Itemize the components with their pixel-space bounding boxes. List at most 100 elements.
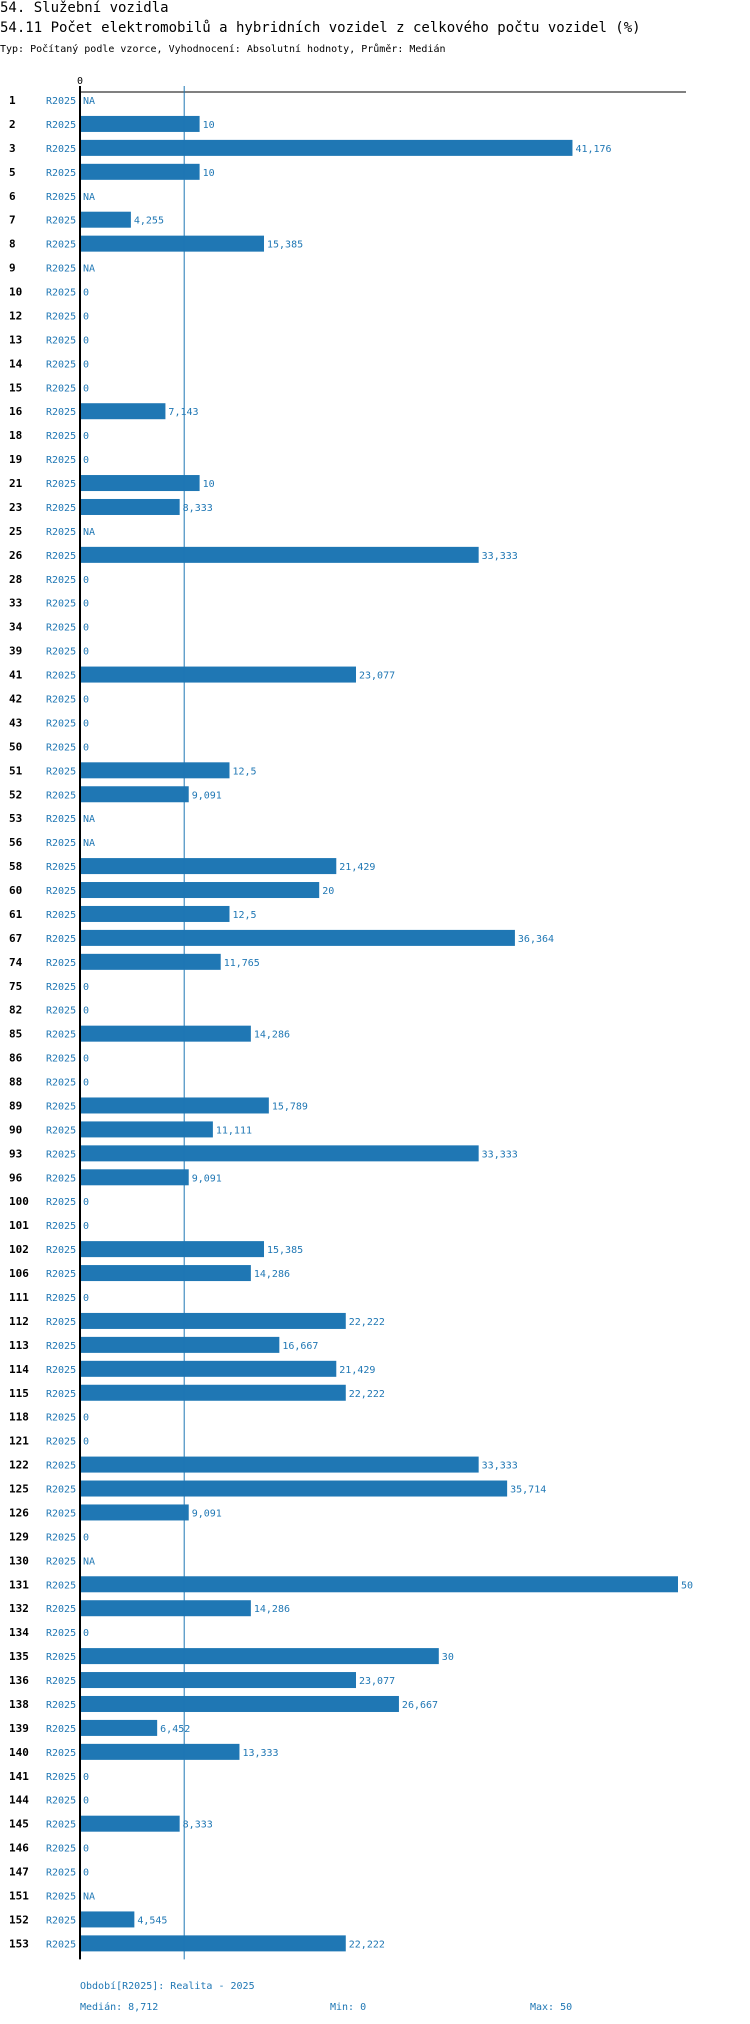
data-label: 21,429 [339, 862, 375, 873]
data-label: 14,286 [254, 1030, 290, 1041]
series-label: R2025 [46, 1221, 76, 1232]
bar [80, 666, 357, 683]
category-label: 134 [9, 1626, 29, 1639]
data-label: NA [83, 527, 95, 538]
data-label: 9,091 [192, 1173, 222, 1184]
category-label: 3 [9, 142, 16, 155]
category-label: 25 [9, 525, 22, 538]
series-label: R2025 [46, 1748, 76, 1759]
series-label: R2025 [46, 671, 76, 682]
series-label: R2025 [46, 1125, 76, 1136]
series-label: R2025 [46, 192, 76, 203]
data-label: 0 [83, 575, 89, 586]
series-label: R2025 [46, 814, 76, 825]
category-label: 114 [9, 1363, 29, 1376]
category-label: 153 [9, 1937, 29, 1950]
data-label: 0 [83, 311, 89, 322]
data-label: 0 [83, 695, 89, 706]
data-label: 10 [203, 168, 215, 179]
category-label: 151 [9, 1890, 29, 1903]
series-label: R2025 [46, 1269, 76, 1280]
data-label: 0 [83, 1796, 89, 1807]
series-label: R2025 [46, 359, 76, 370]
series-label: R2025 [46, 742, 76, 753]
category-label: 136 [9, 1674, 29, 1687]
category-label: 139 [9, 1722, 29, 1735]
bar [80, 1672, 357, 1689]
bar [80, 403, 166, 420]
series-label: R2025 [46, 264, 76, 275]
data-label: 13,333 [242, 1748, 278, 1759]
data-label: 10 [203, 479, 215, 490]
series-label: R2025 [46, 1700, 76, 1711]
bar [80, 163, 200, 180]
series-label: R2025 [46, 1796, 76, 1807]
data-label: 0 [83, 982, 89, 993]
bar [80, 1480, 508, 1497]
data-label: 0 [83, 1078, 89, 1089]
data-label: 0 [83, 1772, 89, 1783]
category-label: 106 [9, 1267, 29, 1280]
category-label: 145 [9, 1818, 29, 1831]
series-label: R2025 [46, 886, 76, 897]
bar [80, 858, 337, 875]
series-label: R2025 [46, 288, 76, 299]
series-label: R2025 [46, 1844, 76, 1855]
category-label: 74 [9, 956, 23, 969]
data-label: 0 [83, 623, 89, 634]
bar [80, 1719, 158, 1736]
series-label: R2025 [46, 455, 76, 466]
category-label: 15 [9, 381, 22, 394]
series-label: R2025 [46, 216, 76, 227]
series-label: R2025 [46, 1915, 76, 1926]
data-label: 20 [322, 886, 334, 897]
data-label: NA [83, 1556, 95, 1567]
series-label: R2025 [46, 1772, 76, 1783]
bar [80, 1648, 439, 1665]
chart-subtitle: Typ: Počítaný podle vzorce, Vyhodnocení:… [0, 44, 446, 55]
series-label: R2025 [46, 623, 76, 634]
category-label: 121 [9, 1435, 29, 1448]
series-label: R2025 [46, 790, 76, 801]
series-label: R2025 [46, 958, 76, 969]
data-label: NA [83, 814, 95, 825]
category-label: 126 [9, 1506, 29, 1519]
category-label: 86 [9, 1052, 23, 1065]
bar [80, 1265, 251, 1282]
category-label: 53 [9, 812, 22, 825]
bar [80, 1743, 240, 1760]
series-label: R2025 [46, 1101, 76, 1112]
category-label: 43 [9, 716, 22, 729]
series-label: R2025 [46, 1485, 76, 1496]
data-label: 0 [83, 359, 89, 370]
bar [80, 498, 180, 515]
data-label: 16,667 [282, 1341, 318, 1352]
category-label: 21 [9, 477, 23, 490]
category-label: 122 [9, 1459, 29, 1472]
data-label: 0 [83, 1221, 89, 1232]
data-label: 14,286 [254, 1604, 290, 1615]
bar [80, 1360, 337, 1377]
series-label: R2025 [46, 551, 76, 562]
category-label: 61 [9, 908, 23, 921]
category-label: 33 [9, 597, 22, 610]
category-label: 26 [9, 549, 23, 562]
series-label: R2025 [46, 407, 76, 418]
bar [80, 1456, 479, 1473]
category-label: 101 [9, 1219, 29, 1232]
data-label: 0 [83, 742, 89, 753]
data-label: 0 [83, 1054, 89, 1065]
bar [80, 1384, 346, 1401]
data-label: 0 [83, 718, 89, 729]
category-label: 42 [9, 693, 22, 706]
footer-median: Medián: 8,712 [80, 2002, 159, 2013]
series-label: R2025 [46, 503, 76, 514]
data-label: 0 [83, 1844, 89, 1855]
series-label: R2025 [46, 431, 76, 442]
category-label: 90 [9, 1123, 22, 1136]
series-label: R2025 [46, 120, 76, 131]
series-label: R2025 [46, 1054, 76, 1065]
category-label: 102 [9, 1243, 29, 1256]
data-label: NA [83, 192, 95, 203]
series-label: R2025 [46, 1724, 76, 1735]
